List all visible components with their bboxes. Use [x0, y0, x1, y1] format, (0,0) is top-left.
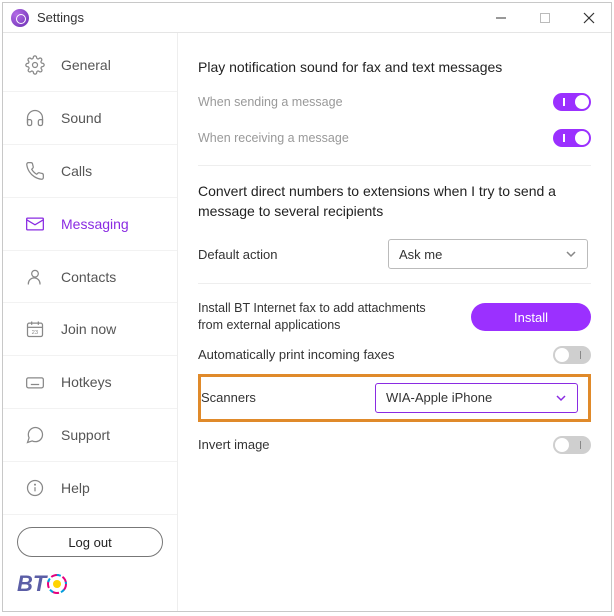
window-title: Settings: [37, 10, 84, 25]
auto-print-label: Automatically print incoming faxes: [198, 347, 553, 362]
default-action-select[interactable]: Ask me: [388, 239, 588, 269]
when-sending-toggle[interactable]: [553, 93, 591, 111]
divider: [198, 165, 591, 166]
scanners-label: Scanners: [201, 390, 375, 405]
sidebar-item-label: General: [61, 57, 111, 73]
install-button[interactable]: Install: [471, 303, 591, 331]
chat-icon: [25, 425, 45, 445]
phone-icon: [25, 161, 45, 181]
calendar-icon: 23: [25, 319, 45, 339]
info-icon: [25, 478, 45, 498]
chevron-down-icon: [555, 392, 567, 407]
close-button[interactable]: [567, 3, 611, 32]
svg-text:BT: BT: [17, 571, 48, 596]
window-controls: [479, 3, 611, 32]
logout-button[interactable]: Log out: [17, 527, 163, 557]
sidebar-item-sound[interactable]: Sound: [3, 92, 177, 145]
sidebar-item-label: Messaging: [61, 216, 129, 232]
brand-logo: BT: [17, 569, 163, 599]
when-receiving-label: When receiving a message: [198, 131, 553, 145]
headphones-icon: [25, 108, 45, 128]
svg-text:23: 23: [32, 330, 38, 336]
sidebar-item-label: Join now: [61, 321, 116, 337]
when-sending-label: When sending a message: [198, 95, 553, 109]
sidebar-item-messaging[interactable]: Messaging: [3, 198, 177, 251]
chevron-down-icon: [565, 248, 577, 263]
sidebar: General Sound Calls Messaging: [3, 33, 178, 611]
mail-icon: [25, 214, 45, 234]
invert-image-label: Invert image: [198, 437, 553, 452]
divider: [198, 283, 591, 284]
default-action-value: Ask me: [399, 247, 442, 262]
sidebar-item-label: Hotkeys: [61, 374, 112, 390]
notification-sound-title: Play notification sound for fax and text…: [198, 59, 591, 75]
sidebar-item-hotkeys[interactable]: Hotkeys: [3, 356, 177, 409]
sidebar-item-support[interactable]: Support: [3, 409, 177, 462]
sidebar-item-general[interactable]: General: [3, 39, 177, 92]
when-receiving-toggle[interactable]: [553, 129, 591, 147]
convert-numbers-title: Convert direct numbers to extensions whe…: [198, 182, 591, 221]
sidebar-item-label: Contacts: [61, 269, 116, 285]
sidebar-item-calls[interactable]: Calls: [3, 145, 177, 198]
settings-window: Settings General: [2, 2, 612, 612]
contacts-icon: [25, 267, 45, 287]
default-action-label: Default action: [198, 247, 388, 262]
install-fax-label: Install BT Internet fax to add attachmen…: [198, 300, 438, 334]
app-icon: [11, 9, 29, 27]
sidebar-item-help[interactable]: Help: [3, 462, 177, 515]
sidebar-item-label: Calls: [61, 163, 92, 179]
minimize-button[interactable]: [479, 3, 523, 32]
sidebar-item-label: Help: [61, 480, 90, 496]
sidebar-item-label: Sound: [61, 110, 101, 126]
keyboard-icon: [25, 372, 45, 392]
sidebar-item-join-now[interactable]: 23 Join now: [3, 303, 177, 356]
content-panel: Play notification sound for fax and text…: [178, 33, 611, 611]
scanners-highlight: Scanners WIA-Apple iPhone: [198, 374, 591, 422]
sidebar-item-label: Support: [61, 427, 110, 443]
auto-print-toggle[interactable]: [553, 346, 591, 364]
maximize-button[interactable]: [523, 3, 567, 32]
gear-icon: [25, 55, 45, 75]
sidebar-item-contacts[interactable]: Contacts: [3, 251, 177, 304]
scanners-select[interactable]: WIA-Apple iPhone: [375, 383, 578, 413]
titlebar: Settings: [3, 3, 611, 33]
invert-image-toggle[interactable]: [553, 436, 591, 454]
scanners-value: WIA-Apple iPhone: [386, 390, 492, 405]
